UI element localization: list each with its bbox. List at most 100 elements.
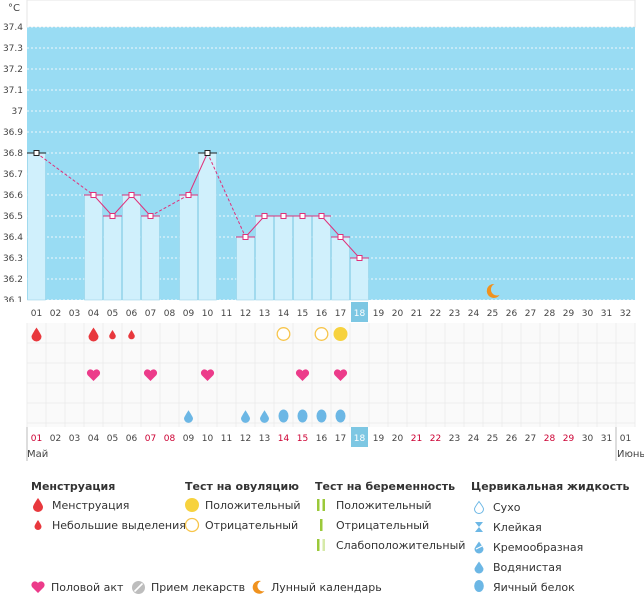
bottom-day-label: 30 [582, 434, 594, 444]
day-label: 13 [259, 309, 270, 319]
bottom-day-label: 02 [50, 434, 61, 444]
day-label: 26 [506, 309, 518, 319]
bottom-day-label: 17 [335, 434, 346, 444]
legend-fluid-eggwhite: Яичный белок [493, 581, 575, 594]
day-label: 17 [335, 309, 346, 319]
day-label: 04 [88, 309, 100, 319]
day-label: 16 [316, 309, 328, 319]
y-tick-label: 36.7 [3, 170, 23, 180]
day-label: 05 [107, 309, 118, 319]
y-tick-label: 37.4 [3, 23, 23, 33]
day-label: 02 [50, 309, 61, 319]
bottom-day-label: 22 [430, 434, 441, 444]
temperature-point [90, 192, 97, 198]
moon-icon [252, 580, 265, 594]
temperature-point [318, 213, 325, 219]
day-label: 06 [126, 309, 138, 319]
y-tick-label: 37.1 [3, 86, 23, 96]
temperature-point [185, 192, 192, 198]
day-label: 30 [582, 309, 594, 319]
unit-label: °C [8, 3, 20, 14]
temperature-bar [236, 236, 255, 301]
day-label: 18 [354, 309, 366, 319]
intercourse-marker [143, 369, 158, 381]
fluid-eggwhite-marker [297, 409, 308, 423]
day-label: 14 [278, 309, 290, 319]
day-label: 08 [164, 309, 176, 319]
legend-fluid-dry: Сухо [493, 501, 521, 514]
day-label: 10 [202, 309, 214, 319]
legend-lunar: Лунный календарь [271, 581, 382, 594]
ovulation-negative-marker [276, 327, 291, 341]
bottom-day-label: 29 [563, 434, 575, 444]
day-label: 24 [468, 309, 480, 319]
day-label: 19 [373, 309, 385, 319]
fluid-eggwhite-marker [316, 409, 327, 423]
fluid-creamy-icon [474, 541, 484, 554]
day-label: 11 [221, 309, 232, 319]
day-label: 28 [544, 309, 556, 319]
legend-title-ovulation: Тест на овуляцию [185, 480, 299, 493]
y-tick-label: 36.6 [3, 191, 23, 201]
y-tick-label: 36.3 [3, 254, 23, 264]
bottom-day-label: 25 [487, 434, 498, 444]
day-label: 31 [601, 309, 612, 319]
fluid-sticky-icon [475, 522, 483, 532]
temperature-point [356, 255, 363, 261]
temperature-bar [27, 152, 46, 301]
temperature-line-segment [112, 194, 132, 217]
temperature-line-segment [321, 215, 341, 238]
bottom-day-label: 07 [145, 434, 156, 444]
fluid-watery-icon [474, 561, 484, 574]
temperature-line-segment [245, 215, 265, 238]
day-label: 25 [487, 309, 498, 319]
pregnancy-weak-icon [317, 539, 325, 551]
day-label: 12 [240, 309, 251, 319]
y-tick-label: 36.4 [3, 233, 23, 243]
day-label: 23 [449, 309, 460, 319]
fluid-eggwhite-icon [474, 580, 484, 592]
bottom-day-label: 19 [373, 434, 385, 444]
temperature-bar [84, 194, 103, 301]
fluid-watery-marker [241, 410, 250, 423]
temperature-bar [141, 215, 160, 301]
legend-pregnancy-weak: Слабоположительный [336, 539, 466, 552]
temperature-bar [103, 215, 122, 301]
fluid-eggwhite-marker [278, 409, 289, 423]
today-highlight [351, 302, 368, 322]
bottom-day-label: 09 [183, 434, 195, 444]
y-tick-label: 36.8 [3, 149, 23, 159]
y-tick-label: 36.5 [3, 212, 23, 222]
day-label: 03 [69, 309, 80, 319]
legend-title-fluid: Цервикальная жидкость [471, 480, 630, 493]
ovulation-negative-icon [184, 517, 200, 533]
legend-medication: Прием лекарств [151, 581, 246, 594]
bottom-day-label: 01 [31, 434, 42, 444]
bottom-day-label: 20 [392, 434, 404, 444]
legend-fluid-watery: Водянистая [493, 561, 562, 574]
month-current-label: Май [27, 449, 48, 460]
temperature-bar [274, 215, 293, 301]
legend-fluid-sticky: Клейкая [493, 521, 542, 534]
bottom-day-label: 13 [259, 434, 270, 444]
day-label: 22 [430, 309, 441, 319]
temperature-point [337, 234, 344, 240]
temperature-point [109, 213, 116, 219]
day-label: 32 [620, 309, 631, 319]
intercourse-marker [200, 369, 215, 381]
bottom-day-label: 24 [468, 434, 480, 444]
bottom-day-label: 27 [525, 434, 536, 444]
pregnancy-negative-icon [320, 519, 323, 531]
fluid-dry-icon [473, 500, 485, 514]
fluid-watery-marker [184, 410, 193, 423]
bottom-day-label: 31 [601, 434, 612, 444]
day-label: 09 [183, 309, 195, 319]
bottom-day-label: 08 [164, 434, 176, 444]
y-tick-label: 37 [12, 107, 23, 117]
temperature-line-segment [131, 194, 151, 217]
intercourse-marker [333, 369, 348, 381]
moon-marker [486, 283, 500, 298]
temperature-line-segment [36, 152, 94, 196]
ovulation-negative-marker [314, 327, 329, 341]
